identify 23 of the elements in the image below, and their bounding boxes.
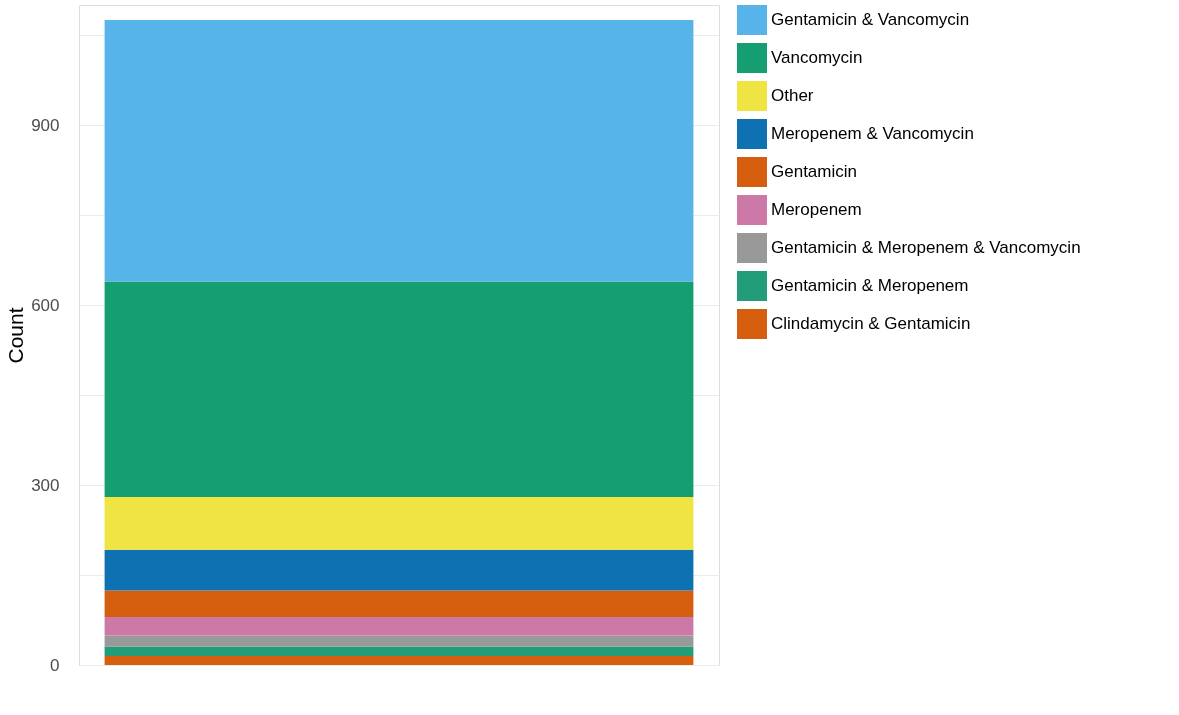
legend-label: Gentamicin & Meropenem bbox=[771, 276, 969, 295]
legend-label: Clindamycin & Gentamicin bbox=[771, 314, 971, 333]
bar bbox=[104, 497, 694, 550]
bar bbox=[104, 20, 694, 282]
bar bbox=[104, 281, 694, 497]
legend-label: Gentamicin & Vancomycin bbox=[771, 10, 970, 29]
bar bbox=[104, 617, 694, 636]
bar bbox=[104, 549, 694, 591]
bar bbox=[104, 646, 694, 656]
bar bbox=[104, 590, 694, 617]
y-tick-label: 0 bbox=[50, 655, 60, 675]
legend-label: Other bbox=[771, 86, 814, 105]
legend-label: Gentamicin bbox=[771, 162, 857, 181]
y-tick-label: 600 bbox=[31, 295, 60, 315]
y-axis-title: Count bbox=[4, 307, 28, 364]
bar bbox=[104, 635, 694, 647]
legend-label: Meropenem & Vancomycin bbox=[771, 124, 974, 143]
y-tick-label: 900 bbox=[31, 115, 60, 135]
y-tick-label: 300 bbox=[31, 475, 60, 495]
legend-label: Vancomycin bbox=[771, 48, 863, 67]
legend-label: Gentamicin & Meropenem & Vancomycin bbox=[771, 238, 1081, 257]
legend-label: Meropenem bbox=[771, 200, 862, 219]
bar bbox=[104, 656, 694, 665]
